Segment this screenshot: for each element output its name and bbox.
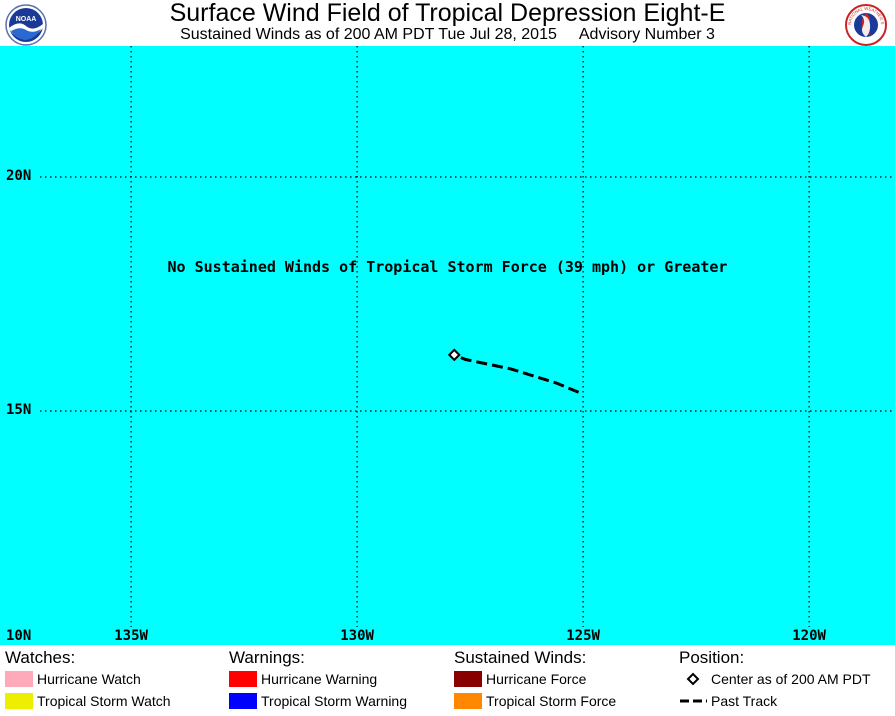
legend-label: Tropical Storm Warning — [261, 693, 408, 709]
nws-logo-icon: NATIONAL WEATHER SERVICE — [843, 0, 887, 46]
latitude-label: 10N — [6, 628, 32, 644]
longitude-label: 135W — [114, 628, 148, 644]
longitude-label: 125W — [566, 628, 600, 644]
hurricane-watch-swatch — [5, 671, 33, 687]
tropical-storm-watch-swatch — [5, 693, 33, 709]
hurricane-force-swatch — [454, 671, 482, 687]
no-winds-message: No Sustained Winds of Tropical Storm For… — [167, 258, 728, 276]
latitude-label: 15N — [6, 402, 32, 419]
graticule — [40, 46, 895, 627]
legend-heading-warnings: Warnings: — [229, 648, 305, 667]
tropical-storm-force-swatch — [454, 693, 482, 709]
longitude-label: 130W — [340, 628, 374, 644]
legend-heading-sustained-winds: Sustained Winds: — [454, 648, 587, 667]
legend-label: Hurricane Warning — [261, 671, 378, 687]
legend-heading-watches: Watches: — [5, 648, 76, 667]
latitude-label: 20N — [6, 168, 32, 185]
hurricane-warning-swatch — [229, 671, 257, 687]
page-title: Surface Wind Field of Tropical Depressio… — [169, 0, 726, 27]
legend-heading-position: Position: — [679, 648, 745, 667]
tropical-storm-warning-swatch — [229, 693, 257, 709]
longitude-label: 120W — [792, 628, 826, 644]
legend-label: Past Track — [711, 693, 778, 709]
past-track-line — [453, 353, 580, 394]
header: NOAA Surface Wind Field of Tropical Depr… — [0, 0, 895, 46]
legend-label: Hurricane Watch — [37, 671, 141, 687]
diamond-icon — [686, 672, 700, 686]
subtitle-time: Sustained Winds as of 200 AM PDT Tue Jul… — [180, 26, 557, 43]
page-subtitle: Sustained Winds as of 200 AM PDT Tue Jul… — [0, 25, 895, 45]
legend: Watches: Hurricane Watch Tropical Storm … — [0, 645, 895, 716]
noaa-logo-icon: NOAA — [5, 4, 47, 46]
storm-center-diamond-icon — [447, 348, 461, 362]
dashed-line-icon — [680, 699, 707, 703]
legend-label: Hurricane Force — [486, 671, 587, 687]
legend-label: Tropical Storm Force — [486, 693, 617, 709]
map-area: 20N 15N 10N 135W 130W 125W 120W No Sustained … — [0, 46, 895, 645]
map-canvas — [40, 46, 895, 627]
legend-label: Center as of 200 AM PDT — [711, 671, 871, 687]
subtitle-advisory: Advisory Number 3 — [578, 26, 715, 43]
svg-text:NOAA: NOAA — [16, 16, 37, 23]
legend-label: Tropical Storm Watch — [37, 693, 171, 709]
